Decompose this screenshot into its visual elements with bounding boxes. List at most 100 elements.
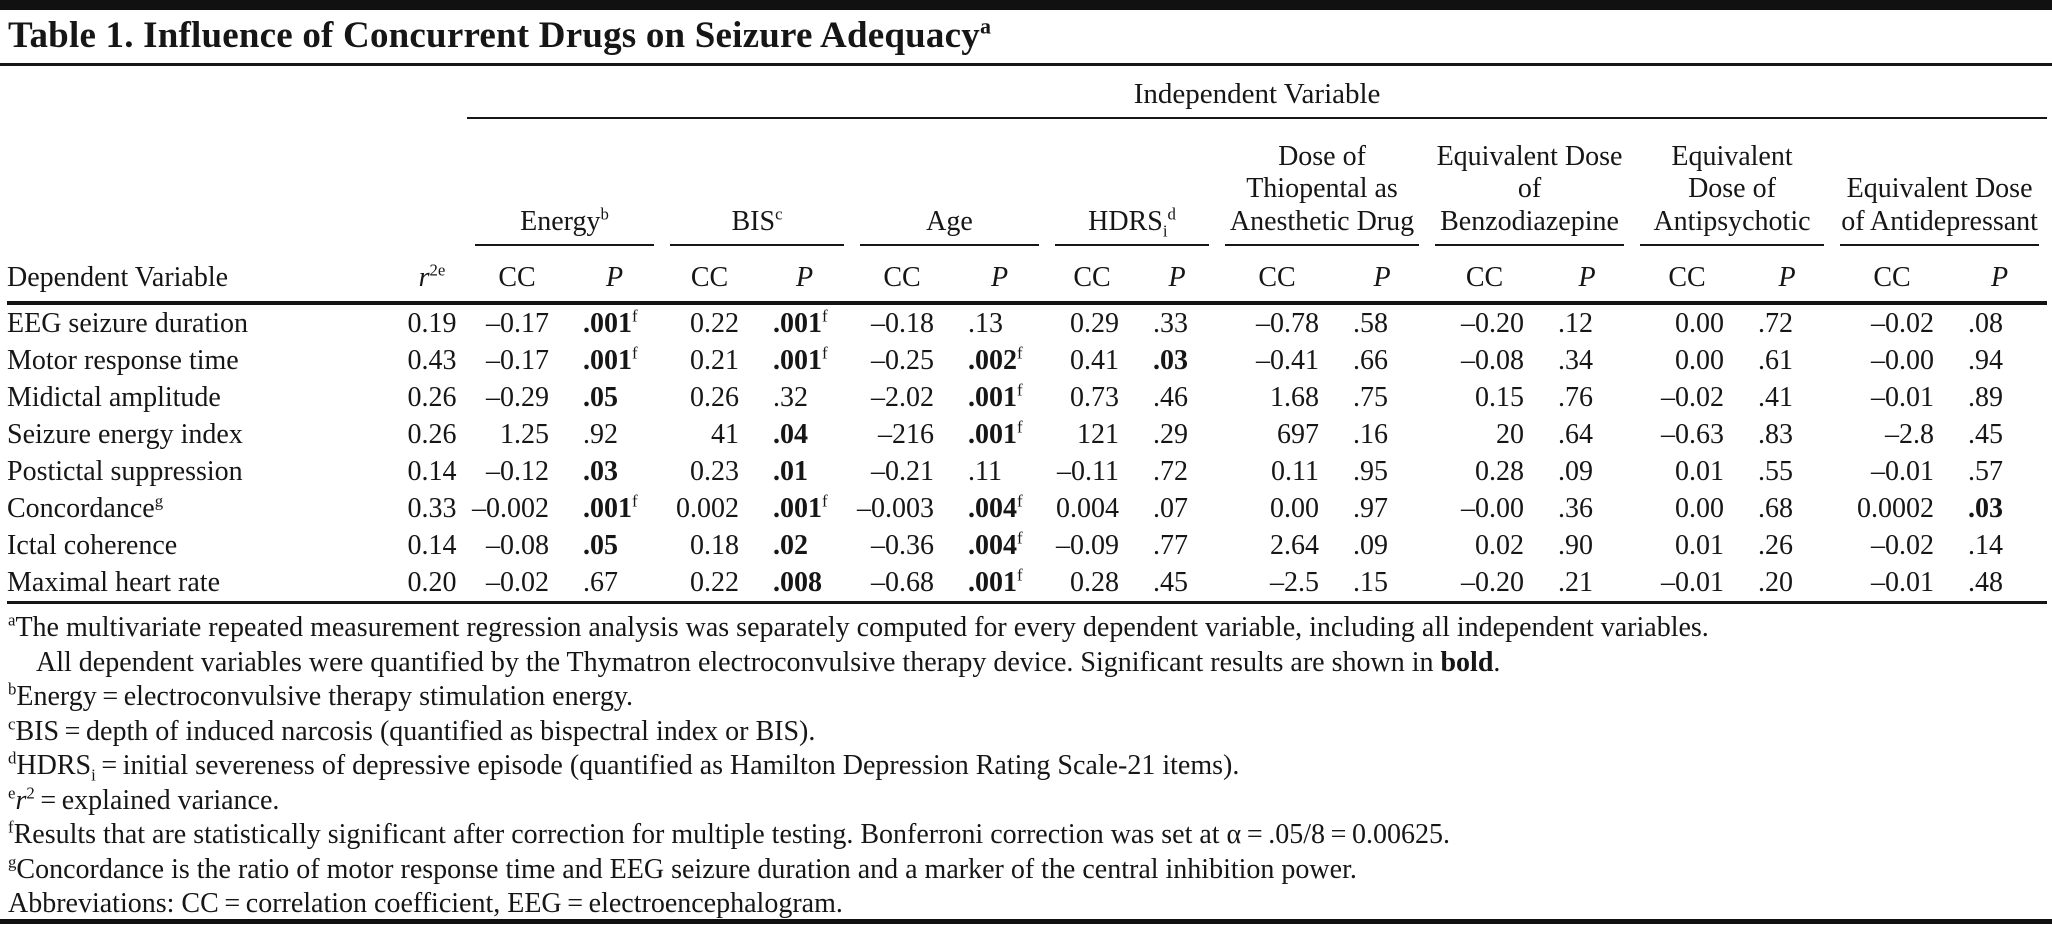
row-footnote-marker: g	[154, 491, 164, 511]
cc-cell-antidepressant: –0.02	[1871, 307, 1934, 339]
cc-cell-antipsychotic: –0.01	[1632, 564, 1742, 604]
subscript-text: i	[91, 765, 96, 785]
footnote-marker: b	[8, 679, 17, 699]
header-p-bis: P	[757, 246, 852, 305]
cc-cell-thiopental: 0.11	[1271, 455, 1319, 487]
p-cell-antipsychotic: .26	[1758, 529, 1793, 561]
footnotes: aThe multivariate repeated measurement r…	[8, 611, 2044, 922]
table-title-text: Table 1. Influence of Concurrent Drugs o…	[8, 15, 980, 56]
bold-text: bold	[1440, 646, 1494, 678]
table-row: Concordanceg 0.33 –0.002 .001f 0.002 .001f –0.…	[7, 490, 2047, 527]
group-footnote-marker: d	[1167, 204, 1176, 224]
p-cell-antidepressant: .08	[1968, 307, 2003, 339]
cc-cell-benzodiazepine: 0.28	[1475, 455, 1524, 487]
p-cell-antipsychotic: .61	[1758, 344, 1793, 376]
p-cell-bis: .32	[773, 381, 808, 413]
cc-cell-benzodiazepine: 20	[1496, 418, 1524, 450]
p-cell-benzodiazepine: .12	[1558, 307, 1593, 339]
header-p-age: P	[952, 246, 1047, 305]
header-cc-energy: CC	[467, 246, 567, 305]
column-group-benzodiazepine: Equivalent Dose of Benzodiazepine	[1427, 118, 1632, 246]
cc-cell-antipsychotic: 0.00	[1675, 344, 1724, 376]
group-header-row: Energyb BISc Age HDRSid Dose of Thiopental a…	[7, 118, 2047, 246]
p-cell-benzodiazepine: .64	[1558, 418, 1593, 450]
header-p-benzodiazepine: P	[1542, 246, 1632, 305]
r2-cell: 0.20	[397, 564, 467, 604]
cc-cell-hdrs: 0.73	[1070, 381, 1119, 413]
significance-marker: f	[1017, 528, 1023, 548]
cc-cell-energy: –0.17	[486, 344, 549, 376]
cc-cell-age: –0.21	[871, 455, 934, 487]
footnote-g: gConcordance is the ratio of motor respo…	[8, 852, 1357, 885]
cc-cell-hdrs: 121	[1077, 418, 1119, 450]
cc-cell-antidepressant: –0.00	[1871, 344, 1934, 376]
cc-cell-thiopental: –2.5	[1217, 564, 1337, 604]
significance-marker: f	[1017, 417, 1023, 437]
p-cell-antipsychotic: .41	[1758, 381, 1793, 413]
p-cell-benzodiazepine: .21	[1542, 564, 1632, 604]
cc-cell-benzodiazepine: –0.08	[1461, 344, 1524, 376]
p-cell-energy: .05	[583, 381, 618, 413]
p-cell-hdrs: .29	[1153, 418, 1188, 450]
cc-cell-hdrs: 0.29	[1070, 307, 1119, 339]
cc-cell-bis: 0.002	[676, 492, 739, 524]
p-cell-benzodiazepine: .09	[1558, 455, 1593, 487]
header-cc-bis: CC	[662, 246, 757, 305]
footnote-marker: a	[8, 610, 16, 630]
cc-cell-benzodiazepine: –0.00	[1461, 492, 1524, 524]
p-cell-bis: .008	[757, 564, 852, 604]
p-cell-benzodiazepine: .34	[1558, 344, 1593, 376]
column-group-antipsychotic: Equivalent Dose of Antipsychotic	[1632, 118, 1832, 246]
footnote-marker: e	[8, 783, 16, 803]
r2-cell: 0.19	[407, 307, 457, 339]
cc-cell-thiopental: 1.68	[1270, 381, 1319, 413]
cc-cell-antipsychotic: 0.00	[1675, 492, 1724, 524]
table-row: Postictal suppression 0.14 –0.12 .03 0.23 .01…	[7, 453, 2047, 490]
spanner-row: Independent Variable	[7, 66, 2048, 119]
cc-cell-antidepressant: 0.0002	[1857, 492, 1934, 524]
p-cell-antipsychotic: .72	[1758, 307, 1793, 339]
header-p-antidepressant: P	[1952, 246, 2048, 305]
results-table: Independent Variable Energyb BISc Age HDRSi…	[7, 66, 2048, 604]
significance-marker: f	[1017, 343, 1023, 363]
p-cell-thiopental: .75	[1353, 381, 1388, 413]
p-cell-antipsychotic: .68	[1758, 492, 1793, 524]
cc-cell-energy: –0.17	[486, 307, 549, 339]
p-cell-antipsychotic: .55	[1758, 455, 1793, 487]
dependent-variable-cell: Motor response time	[7, 344, 239, 376]
cc-cell-age: –0.18	[871, 307, 934, 339]
italic-text: r	[15, 784, 27, 816]
cc-cell-antipsychotic: 0.01	[1675, 455, 1724, 487]
p-cell-benzodiazepine: .36	[1558, 492, 1593, 524]
p-cell-bis: .02	[773, 529, 808, 561]
cc-cell-hdrs: 0.28	[1047, 564, 1137, 604]
r2-cell: 0.26	[407, 418, 457, 450]
column-group-thiopental: Dose of Thiopental as Anesthetic Drug	[1217, 118, 1427, 246]
significance-marker: f	[632, 343, 638, 363]
p-cell-thiopental: .58	[1353, 307, 1388, 339]
p-cell-bis: .001f	[773, 306, 828, 339]
r2-cell: 0.14	[407, 455, 457, 487]
significance-marker: f	[632, 306, 638, 326]
cc-cell-hdrs: –0.09	[1056, 529, 1119, 561]
dependent-variable-cell: Maximal heart rate	[7, 564, 397, 604]
cc-cell-antipsychotic: 0.00	[1675, 307, 1724, 339]
column-group-age: Age	[852, 118, 1047, 246]
header-cc-thiopental: CC	[1217, 246, 1337, 305]
column-group-bis: BISc	[662, 118, 852, 246]
p-cell-hdrs: .45	[1137, 564, 1217, 604]
column-group-label: Dose of Thiopental as Anesthetic Drug	[1225, 141, 1419, 246]
cc-cell-thiopental: –0.78	[1256, 307, 1319, 339]
group-subscript: i	[1162, 221, 1168, 241]
header-cc-age: CC	[852, 246, 952, 305]
p-cell-bis: .01	[773, 455, 808, 487]
p-cell-thiopental: .15	[1337, 564, 1427, 604]
cc-cell-bis: 0.26	[690, 381, 739, 413]
cc-cell-age: –216	[878, 418, 934, 450]
p-cell-age: .002f	[968, 343, 1023, 376]
p-cell-antidepressant: .03	[1968, 492, 2003, 524]
table-row: EEG seizure duration 0.19 –0.17 .001f 0.22 .0…	[7, 303, 2047, 342]
header-p-antipsychotic: P	[1742, 246, 1832, 305]
p-cell-antidepressant: .57	[1968, 455, 2003, 487]
group-footnote-marker: c	[775, 204, 783, 224]
